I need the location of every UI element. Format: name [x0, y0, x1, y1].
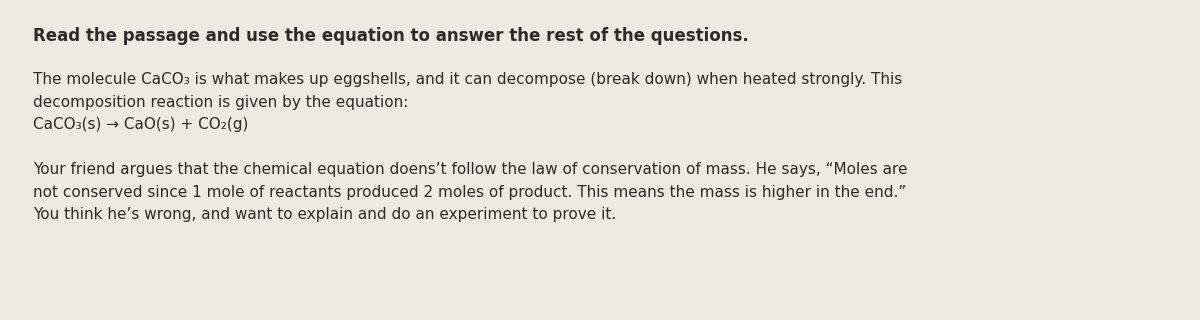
Text: decomposition reaction is given by the equation:: decomposition reaction is given by the e… — [34, 95, 408, 110]
Text: You think he’s wrong, and want to explain and do an experiment to prove it.: You think he’s wrong, and want to explai… — [34, 207, 617, 222]
Text: not conserved since 1 mole of reactants produced 2 moles of product. This means : not conserved since 1 mole of reactants … — [34, 185, 906, 200]
Text: Your friend argues that the chemical equation doens’t follow the law of conserva: Your friend argues that the chemical equ… — [34, 162, 907, 177]
Text: The molecule CaCO₃ is what makes up eggshells, and it can decompose (break down): The molecule CaCO₃ is what makes up eggs… — [34, 72, 902, 87]
Text: CaCO₃(s) → CaO(s) + CO₂(g): CaCO₃(s) → CaO(s) + CO₂(g) — [34, 117, 248, 132]
Text: Read the passage and use the equation to answer the rest of the questions.: Read the passage and use the equation to… — [34, 27, 749, 45]
